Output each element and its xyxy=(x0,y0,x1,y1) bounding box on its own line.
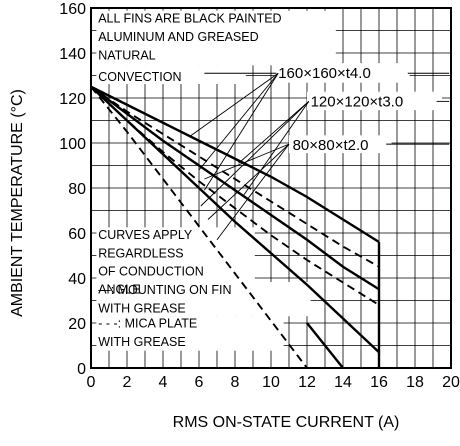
leader-line xyxy=(204,143,290,180)
curves-note-line: ANGLE xyxy=(98,283,140,297)
curves xyxy=(90,72,450,369)
y-tick-label: 140 xyxy=(59,46,86,63)
y-tick-label: 60 xyxy=(68,226,86,243)
fins-note-box xyxy=(96,10,336,66)
leader-line xyxy=(238,101,310,164)
legend-solid-line: —: MOUNTING ON FIN xyxy=(98,283,231,297)
fin-size-label: 160×160×t4.0 xyxy=(278,65,371,82)
y-tick-label: 0 xyxy=(77,361,86,378)
curve-solid xyxy=(90,85,380,354)
leader-line xyxy=(204,73,279,191)
curves-note-box xyxy=(96,227,255,283)
leader-line xyxy=(216,143,290,241)
legend-dashed-line: - - -: MICA PLATE xyxy=(98,317,197,331)
x-tick-label: 10 xyxy=(262,374,280,391)
x-tick-label: 12 xyxy=(298,374,316,391)
leader-line xyxy=(189,72,279,137)
x-tick-label: 4 xyxy=(159,374,168,391)
leader-line xyxy=(243,101,310,196)
curve-solid xyxy=(306,322,344,369)
y-tick-label: 100 xyxy=(59,136,86,153)
curve-solid xyxy=(90,85,380,291)
x-axis-title: RMS ON-STATE CURRENT (A) xyxy=(173,414,400,431)
y-tick-label: 40 xyxy=(68,271,86,288)
y-axis-title: AMBIENT TEMPERATURE (°C) xyxy=(9,89,26,317)
x-tick-label: 20 xyxy=(442,374,460,391)
legend-dashed-box xyxy=(96,316,284,351)
legend-solid-line: WITH GREASE xyxy=(98,301,186,315)
curves-note-line: CURVES APPLY xyxy=(98,228,193,242)
curves-note-line: REGARDLESS xyxy=(98,246,183,260)
fins-note-line: CONVECTION xyxy=(98,70,181,84)
x-tick-label: 8 xyxy=(231,374,240,391)
fin-label-box xyxy=(289,135,392,154)
fins-note-line: ALUMINUM AND GREASED xyxy=(98,30,258,44)
fins-note-line: ALL FINS ARE BLACK PAINTED xyxy=(98,12,281,26)
y-tick-label: 160 xyxy=(59,1,86,18)
annotations xyxy=(96,10,442,351)
plot-frame xyxy=(90,7,452,369)
legend-dashed-line: WITH GREASE xyxy=(98,335,186,349)
x-tick-label: 14 xyxy=(334,374,352,391)
x-tick-label: 2 xyxy=(123,374,132,391)
fin-size-label: 120×120×t3.0 xyxy=(311,94,404,111)
y-tick-label: 80 xyxy=(68,181,86,198)
y-tick-label: 120 xyxy=(59,91,86,108)
leader-line xyxy=(198,72,279,171)
convection-note-box xyxy=(96,65,246,85)
tick-labels: 0 2 4 6 8 10 12 14 16 18 20 0 20 40 60 80 100 120 140 160 xyxy=(59,1,460,391)
curve-dashed xyxy=(90,85,380,268)
fins-note-line: NATURAL xyxy=(98,49,155,63)
x-tick-label: 6 xyxy=(195,374,204,391)
leader-line xyxy=(207,143,290,220)
curve-dashed xyxy=(90,86,308,369)
fin-label-box xyxy=(307,91,442,111)
y-tick-label: 20 xyxy=(68,316,86,333)
x-tick-label: 0 xyxy=(87,374,96,391)
legend-solid-box xyxy=(96,282,311,317)
curves-note-line: OF CONDUCTION xyxy=(98,264,204,278)
annotation-text: ALL FINS ARE BLACK PAINTED ALUMINUM AND G… xyxy=(98,12,403,349)
leader-line xyxy=(200,101,310,207)
fin-size-label: 80×80×t2.0 xyxy=(293,137,369,154)
curve-solid xyxy=(90,85,380,244)
x-tick-label: 16 xyxy=(370,374,388,391)
fin-label-box xyxy=(274,63,410,83)
x-tick-label: 18 xyxy=(406,374,424,391)
